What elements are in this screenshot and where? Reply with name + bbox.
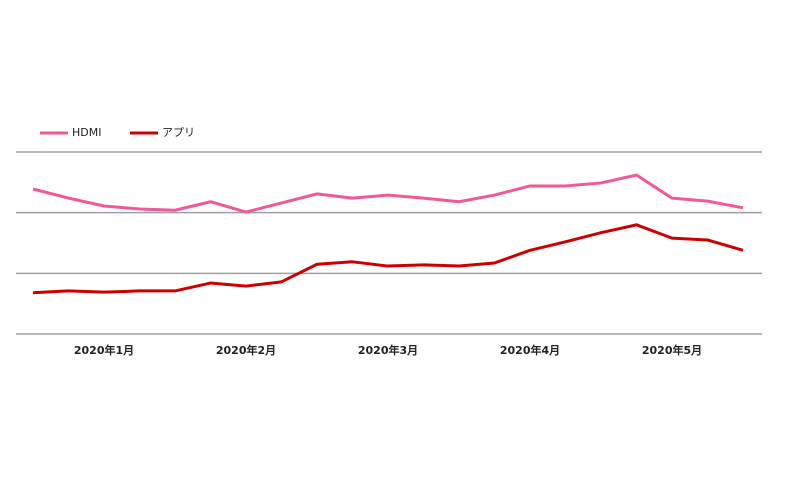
x-tick-label: 2020年3月 bbox=[358, 343, 418, 357]
data-line bbox=[32, 223, 744, 295]
legend-label: HDMI bbox=[72, 126, 101, 139]
x-tick-label: 2020年1月 bbox=[74, 343, 134, 357]
legend-label: アプリ bbox=[162, 126, 195, 139]
x-tick-label: 2020年4月 bbox=[500, 343, 560, 357]
data-line bbox=[32, 173, 744, 214]
x-tick-label: 2020年5月 bbox=[642, 343, 702, 357]
x-tick-label: 2020年2月 bbox=[216, 343, 276, 357]
